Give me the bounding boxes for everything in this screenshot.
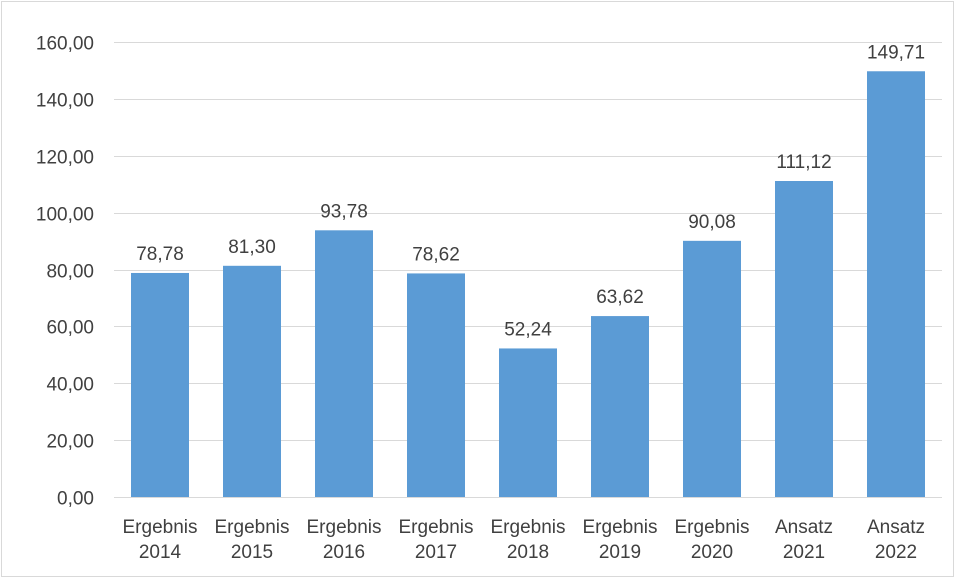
x-tick-label-line: Ergebnis [399, 517, 474, 538]
x-tick-label-line: Ergebnis [675, 517, 750, 538]
x-tick-label: Ergebnis 2015 [215, 517, 290, 563]
x-tick-label: Ergebnis 2017 [399, 517, 474, 563]
x-tick-label-line: Ergebnis [583, 517, 658, 538]
y-tick-label: 120,00 [36, 148, 94, 169]
x-tick-label-line: Ansatz [775, 517, 833, 538]
bar [499, 348, 557, 497]
x-tick-label-line: 2016 [323, 542, 365, 563]
y-tick-label: 160,00 [36, 34, 94, 55]
x-tick-label-line: 2014 [139, 542, 182, 563]
data-label: 93,78 [320, 201, 368, 222]
bar [683, 240, 741, 497]
x-tick-label-line: Ansatz [867, 517, 925, 538]
data-label: 63,62 [596, 287, 644, 308]
bar [223, 265, 281, 497]
data-label: 149,71 [867, 42, 925, 63]
y-tick-label: 80,00 [46, 262, 94, 283]
data-label: 81,30 [228, 237, 276, 258]
bar [867, 71, 925, 498]
x-tick-label-line: Ergebnis [491, 517, 566, 538]
y-tick-label: 100,00 [36, 205, 94, 226]
bar [591, 316, 649, 497]
data-label: 52,24 [504, 319, 552, 340]
y-tick-label: 40,00 [46, 375, 94, 396]
x-tick-label-line: 2018 [507, 542, 549, 563]
x-tick-label: Ergebnis 2018 [491, 517, 566, 563]
x-tick-label-line: 2020 [691, 542, 733, 563]
x-tick-label: Ergebnis 2016 [307, 517, 382, 563]
x-tick-label: Ansatz 2022 [867, 517, 925, 563]
y-tick-label: 0,00 [57, 489, 94, 510]
bar [315, 230, 373, 498]
y-tick-label: 60,00 [46, 318, 94, 339]
x-tick-label-line: 2021 [783, 542, 825, 563]
x-tick-label: Ergebnis 2020 [675, 517, 750, 563]
data-label: 78,62 [412, 244, 460, 265]
bar [775, 181, 833, 497]
y-axis-ticks: 0,00 20,00 40,00 60,00 80,00 100,00 120,00 140,… [36, 34, 94, 510]
x-tick-label-line: 2015 [231, 542, 273, 563]
bar [407, 273, 465, 497]
x-tick-label-line: 2017 [415, 542, 457, 563]
bar [131, 272, 189, 497]
x-tick-label-line: 2019 [599, 542, 641, 563]
bars [131, 71, 925, 498]
y-tick-label: 140,00 [36, 91, 94, 112]
y-tick-label: 20,00 [46, 432, 94, 453]
x-tick-label: Ergebnis 2019 [583, 517, 658, 563]
x-tick-label: Ansatz 2021 [775, 517, 833, 563]
x-tick-label-line: Ergebnis [123, 517, 198, 538]
data-labels: 78,78 81,30 93,78 78,62 52,24 63,62 90,08 111,1… [136, 42, 925, 340]
x-tick-label-line: Ergebnis [215, 517, 290, 538]
x-tick-label-line: Ergebnis [307, 517, 382, 538]
data-label: 111,12 [776, 152, 831, 173]
data-label: 90,08 [688, 212, 736, 233]
data-label: 78,78 [136, 244, 184, 265]
x-tick-label: Ergebnis 2014 [123, 517, 198, 563]
x-tick-label-line: 2022 [875, 542, 917, 563]
